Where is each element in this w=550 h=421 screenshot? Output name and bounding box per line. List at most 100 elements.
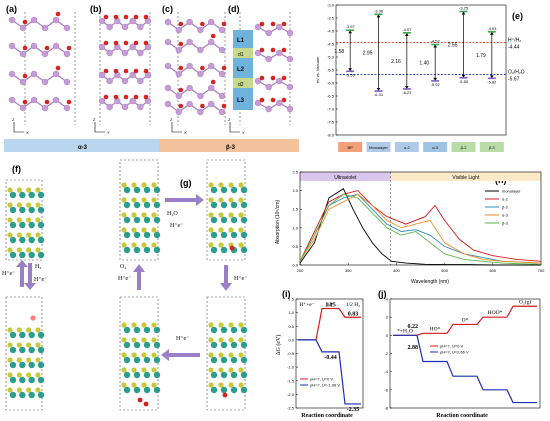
o-atom <box>133 68 139 74</box>
f-top-m-atom <box>28 236 35 244</box>
g-br-m-atom <box>220 341 228 349</box>
f-bottom-s-atom <box>7 342 13 348</box>
f-top-m-atom <box>9 221 17 229</box>
g-tl-s-atom <box>141 227 147 233</box>
f-bottom-s-atom <box>7 327 13 333</box>
g-br-s-atom <box>238 322 244 328</box>
layer-L1 <box>233 30 253 48</box>
axis-z-a: Z <box>12 117 15 122</box>
f-bottom-m-atom <box>37 376 45 384</box>
chart-e-ytick-label: -3.0 <box>327 3 335 8</box>
f-top-s-atom <box>35 247 41 253</box>
category-box <box>423 142 448 152</box>
g-tl-s-atom <box>121 242 127 248</box>
o-atom <box>143 14 149 20</box>
gap-arrow-head-bottom <box>376 88 381 92</box>
p-atom <box>137 77 144 85</box>
g-br-m-atom <box>220 386 228 394</box>
p-atom <box>265 83 272 91</box>
chart-h-ytick-label: 1.5 <box>292 207 298 212</box>
g-tl-m-atom <box>143 201 151 209</box>
chart-e-ytick-label: -5.5 <box>327 68 335 73</box>
g-tr-m-atom <box>230 231 238 239</box>
g-bl-m-atom <box>153 341 161 349</box>
o-atom <box>66 45 72 51</box>
p-atom <box>218 70 226 78</box>
o-atom <box>281 97 287 103</box>
axis-x-a: X <box>26 130 29 135</box>
f-bottom-s-atom <box>26 372 32 378</box>
p-atom <box>186 62 193 70</box>
bond-chain <box>257 26 291 34</box>
o-atom <box>103 14 109 20</box>
p-atom <box>63 50 71 58</box>
arrow-g-top-head <box>196 194 204 206</box>
series-line-4 <box>299 193 542 265</box>
cell-f-top <box>5 179 43 261</box>
p-atom <box>286 29 294 37</box>
category-box <box>394 142 419 152</box>
o-atom <box>221 21 227 27</box>
o-atom <box>113 68 119 74</box>
chart-e-ytick-label: -7.5 <box>327 120 335 125</box>
chart-i-ytick-label: 0.5 <box>288 324 294 329</box>
g-bl-s-atom <box>141 322 147 328</box>
layer-L2 <box>233 58 253 78</box>
g-tl-m-atom <box>143 216 151 224</box>
g-tr-m-atom <box>210 231 218 239</box>
f-bottom-m-atom <box>37 391 45 399</box>
o-atom <box>281 75 287 81</box>
p-atom <box>175 70 182 78</box>
chart-e-ylabel: eV vs. Vacuum <box>315 56 320 83</box>
visible-band <box>390 172 541 181</box>
chart-j-ytick-label: 2 <box>386 315 389 320</box>
g-bl-m-atom <box>133 356 141 364</box>
g-tl-s-atom <box>151 227 157 233</box>
vbm-label: -5.82 <box>487 79 497 84</box>
f-top-m-atom <box>28 221 35 229</box>
f-top-m-atom <box>28 191 35 199</box>
g-br-m-atom <box>210 371 218 379</box>
chart-e-ytick-label: -6.0 <box>327 81 335 86</box>
g-br-s-atom <box>228 322 234 328</box>
p-atom <box>164 62 172 70</box>
p-atom <box>19 50 27 58</box>
g-he-3: H⁺e⁻ <box>176 335 189 342</box>
arrow-g-bottom-head <box>161 349 169 361</box>
g-tl-m-atom <box>123 186 131 194</box>
chart-i: (i) ΔG (eV) Reaction coordinate 1.5 1.0 0.… <box>275 289 364 419</box>
f-bottom-m-atom <box>28 331 35 339</box>
region-uv-label: Ultraviolet <box>334 175 357 181</box>
arrow-f-up-head <box>16 260 28 267</box>
g-br-m-atom <box>230 371 238 379</box>
g-tl-s-atom <box>141 212 147 218</box>
p-atom <box>254 23 262 31</box>
o-atom <box>113 14 119 20</box>
f-top-s-atom <box>26 217 32 223</box>
f-top-m-atom <box>37 206 45 214</box>
g-tr-s-atom <box>228 197 234 203</box>
f-top-s-atom <box>35 187 41 193</box>
axis-indicators <box>13 122 240 133</box>
chart-h-ylabel: Absorption (10⁵/cm) <box>275 200 281 245</box>
g-bl-s-atom <box>151 322 157 328</box>
g-br-m-atom <box>220 356 228 364</box>
g-bl-s-atom <box>121 382 127 388</box>
o-atom <box>143 68 149 74</box>
bond-chain <box>257 102 291 110</box>
o-atom <box>123 94 129 100</box>
f-top-s-atom <box>7 202 13 208</box>
g-tl-m-atom <box>123 231 131 239</box>
p-atom <box>41 50 49 58</box>
vbm-label: -6.31 <box>374 92 384 97</box>
g-tl-m-atom <box>153 216 161 224</box>
chart-j-step-label: O₂(g) <box>519 298 531 305</box>
o-atom <box>281 47 287 53</box>
p-atom <box>286 83 294 91</box>
category-box <box>479 142 504 152</box>
gap-value: 2.55 <box>448 43 458 49</box>
f-top-m-atom <box>19 251 26 259</box>
cell-g-bl <box>119 296 159 411</box>
f-he-left: H⁺e⁻ <box>2 270 15 277</box>
chart-h-ytick-label: 2.5 <box>292 170 298 175</box>
